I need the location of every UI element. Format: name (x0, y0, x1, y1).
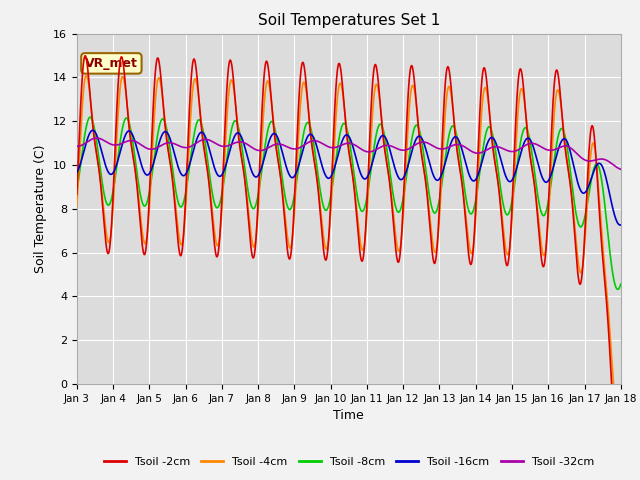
Tsoil -16cm (135, 154, 143, 159)
Tsoil -8cm (617, 281, 625, 287)
Tsoil -4cm (607, 334, 614, 340)
Tsoil -8cm (168, 156, 175, 162)
Tsoil -8cm (607, 252, 614, 258)
Tsoil -4cm (305, 114, 313, 120)
Tsoil -4cm (282, 217, 289, 223)
Tsoil -32cm (282, 143, 289, 149)
Tsoil -32cm (607, 160, 614, 166)
Tsoil -8cm (614, 287, 621, 292)
X-axis label: Time: Time (333, 409, 364, 422)
Line: Tsoil -32cm: Tsoil -32cm (77, 138, 621, 169)
Tsoil -2cm (135, 206, 143, 212)
Tsoil -16cm (617, 222, 625, 228)
Legend: Tsoil -2cm, Tsoil -4cm, Tsoil -8cm, Tsoil -16cm, Tsoil -32cm: Tsoil -2cm, Tsoil -4cm, Tsoil -8cm, Tsoi… (99, 453, 598, 471)
Tsoil -16cm (73, 169, 81, 175)
Title: Soil Temperatures Set 1: Soil Temperatures Set 1 (258, 13, 440, 28)
Tsoil -2cm (168, 168, 175, 173)
Tsoil -16cm (607, 194, 614, 200)
Tsoil -32cm (617, 167, 625, 172)
Tsoil -8cm (135, 184, 143, 190)
Tsoil -16cm (89, 127, 97, 133)
Tsoil -8cm (305, 121, 313, 127)
Tsoil -2cm (73, 192, 81, 197)
Tsoil -16cm (282, 162, 289, 168)
Tsoil -16cm (305, 132, 313, 138)
Tsoil -4cm (617, 401, 625, 407)
Tsoil -32cm (168, 140, 175, 146)
Tsoil -2cm (607, 357, 614, 362)
Tsoil -4cm (548, 154, 556, 159)
Text: VR_met: VR_met (85, 57, 138, 70)
Line: Tsoil -8cm: Tsoil -8cm (77, 117, 621, 289)
Tsoil -32cm (73, 144, 81, 149)
Tsoil -2cm (613, 443, 621, 448)
Tsoil -8cm (86, 114, 94, 120)
Tsoil -4cm (614, 416, 621, 422)
Tsoil -32cm (305, 139, 313, 145)
Tsoil -4cm (168, 167, 175, 172)
Tsoil -16cm (548, 170, 556, 176)
Tsoil -16cm (616, 222, 624, 228)
Tsoil -4cm (73, 203, 81, 209)
Tsoil -8cm (73, 188, 81, 193)
Tsoil -16cm (168, 140, 175, 145)
Tsoil -32cm (548, 147, 556, 153)
Tsoil -2cm (305, 117, 313, 122)
Tsoil -2cm (617, 412, 625, 418)
Tsoil -8cm (282, 196, 289, 202)
Tsoil -2cm (282, 228, 289, 234)
Tsoil -32cm (135, 141, 143, 146)
Tsoil -32cm (93, 135, 100, 141)
Line: Tsoil -2cm: Tsoil -2cm (77, 56, 621, 445)
Line: Tsoil -4cm: Tsoil -4cm (77, 75, 621, 419)
Line: Tsoil -16cm: Tsoil -16cm (77, 130, 621, 225)
Tsoil -2cm (81, 53, 89, 59)
Tsoil -2cm (548, 126, 556, 132)
Tsoil -8cm (548, 176, 556, 182)
Y-axis label: Soil Temperature (C): Soil Temperature (C) (35, 144, 47, 273)
Tsoil -4cm (83, 72, 90, 78)
Tsoil -4cm (135, 199, 143, 204)
